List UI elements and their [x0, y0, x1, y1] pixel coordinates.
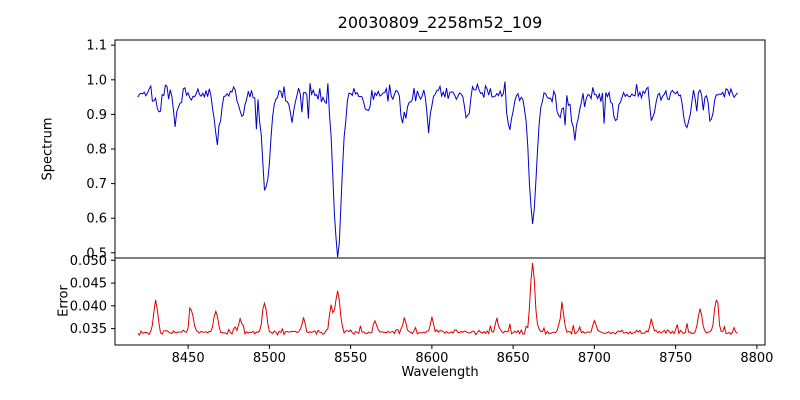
svg-text:0.8: 0.8	[86, 143, 107, 158]
svg-text:8600: 8600	[415, 351, 448, 366]
svg-text:8550: 8550	[334, 351, 367, 366]
svg-text:0.045: 0.045	[70, 277, 107, 292]
svg-text:0.9: 0.9	[86, 108, 107, 123]
svg-text:0.7: 0.7	[86, 177, 107, 192]
svg-text:0.050: 0.050	[70, 254, 107, 269]
x-axis-label: Wavelength	[401, 365, 479, 380]
svg-text:0.035: 0.035	[70, 322, 107, 337]
svg-text:8500: 8500	[253, 351, 286, 366]
svg-text:8650: 8650	[497, 351, 530, 366]
svg-text:0.6: 0.6	[86, 212, 107, 227]
svg-text:8450: 8450	[172, 351, 205, 366]
svg-text:1.0: 1.0	[86, 73, 107, 88]
svg-text:8750: 8750	[659, 351, 692, 366]
svg-text:1.1: 1.1	[86, 39, 107, 54]
svg-text:8700: 8700	[578, 351, 611, 366]
svg-text:0.040: 0.040	[70, 299, 107, 314]
svg-text:0.5: 0.5	[86, 246, 107, 261]
svg-text:8800: 8800	[740, 351, 773, 366]
chart-title: 20030809_2258m52_109	[337, 13, 543, 32]
